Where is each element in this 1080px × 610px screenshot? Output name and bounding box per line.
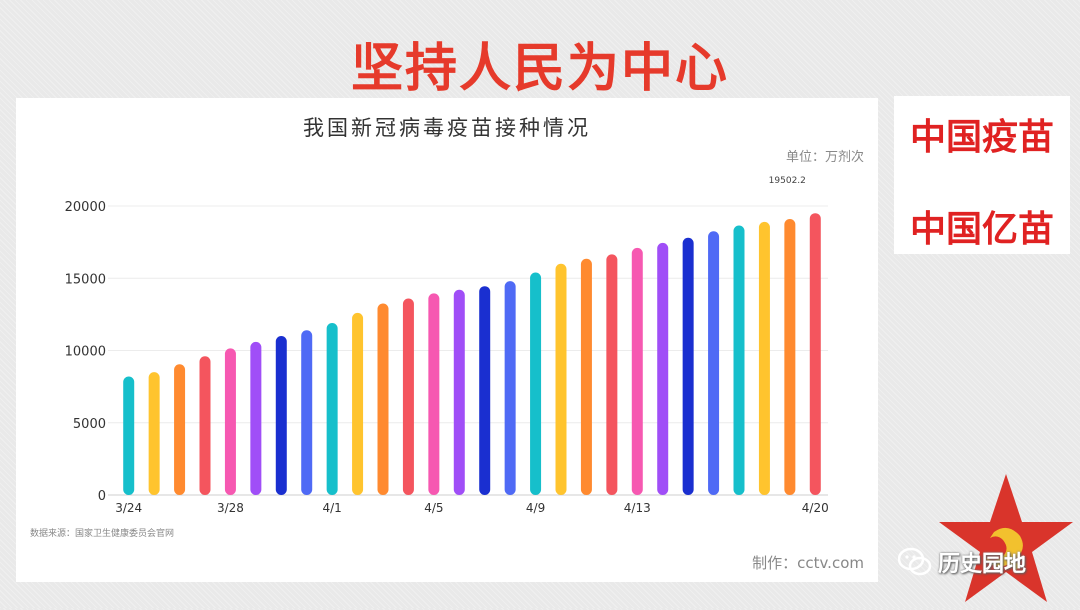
x-tick-label: 4/9 [526,501,545,515]
bar [224,348,236,495]
y-tick-label: 10000 [65,345,106,360]
bar [377,303,389,495]
bar [606,254,618,495]
chart-title: 我国新冠病毒疫苗接种情况 [303,116,591,140]
slide-title: 坚持人民为中心 [350,39,729,99]
source-label: 数据来源：国家卫生健康委员会官网 [30,529,175,539]
data-label: 19502.2 [769,176,806,186]
bar [784,219,796,495]
y-tick-label: 0 [98,489,106,504]
x-tick-label: 3/28 [217,501,244,515]
bar [708,231,720,495]
bar [174,364,186,495]
bar [275,336,287,495]
bar [301,330,313,495]
chart-card: 0 5000 10000 15000 20000 3/24 3/28 4/1 4/5 4/9 4/1… [16,98,878,582]
bar [428,293,440,495]
bar [326,323,338,495]
bar [250,341,262,495]
x-tick-label: 4/5 [424,501,443,515]
bar [530,272,542,495]
bar [479,286,491,495]
bar [352,312,364,495]
bar [402,298,414,495]
bar-chart: 0 5000 10000 15000 20000 3/24 3/28 4/1 4/5 4/9 4/1… [65,176,829,515]
bar [580,258,592,495]
bar [123,376,135,495]
bar [657,242,669,495]
bar [758,221,770,495]
unit-label: 单位：万剂次 [785,150,864,165]
bar [809,213,821,495]
wechat-icon [898,547,932,576]
bar [631,247,643,495]
side-line-2: 中国亿苗 [909,209,1054,250]
wechat-watermark: 历史园地 [898,546,1026,578]
credit-label: 制作：cctv.com [752,554,864,572]
bar [555,263,567,495]
x-tick-label: 4/20 [802,501,829,515]
x-tick-label: 3/24 [115,501,142,515]
watermark-text: 历史园地 [938,552,1027,577]
bar [682,237,694,496]
y-tick-label: 15000 [65,272,106,287]
bar [504,281,516,495]
x-tick-label: 4/1 [322,501,341,515]
bar [453,289,465,495]
bar [733,225,745,495]
star-emblem-icon [939,474,1073,602]
bar [148,372,160,495]
y-tick-label: 20000 [65,200,106,215]
bar [199,356,211,495]
side-card: 中国疫苗 中国亿苗 [894,96,1070,254]
x-tick-label: 4/13 [624,501,651,515]
y-tick-label: 5000 [73,417,106,432]
side-line-1: 中国疫苗 [909,117,1054,158]
